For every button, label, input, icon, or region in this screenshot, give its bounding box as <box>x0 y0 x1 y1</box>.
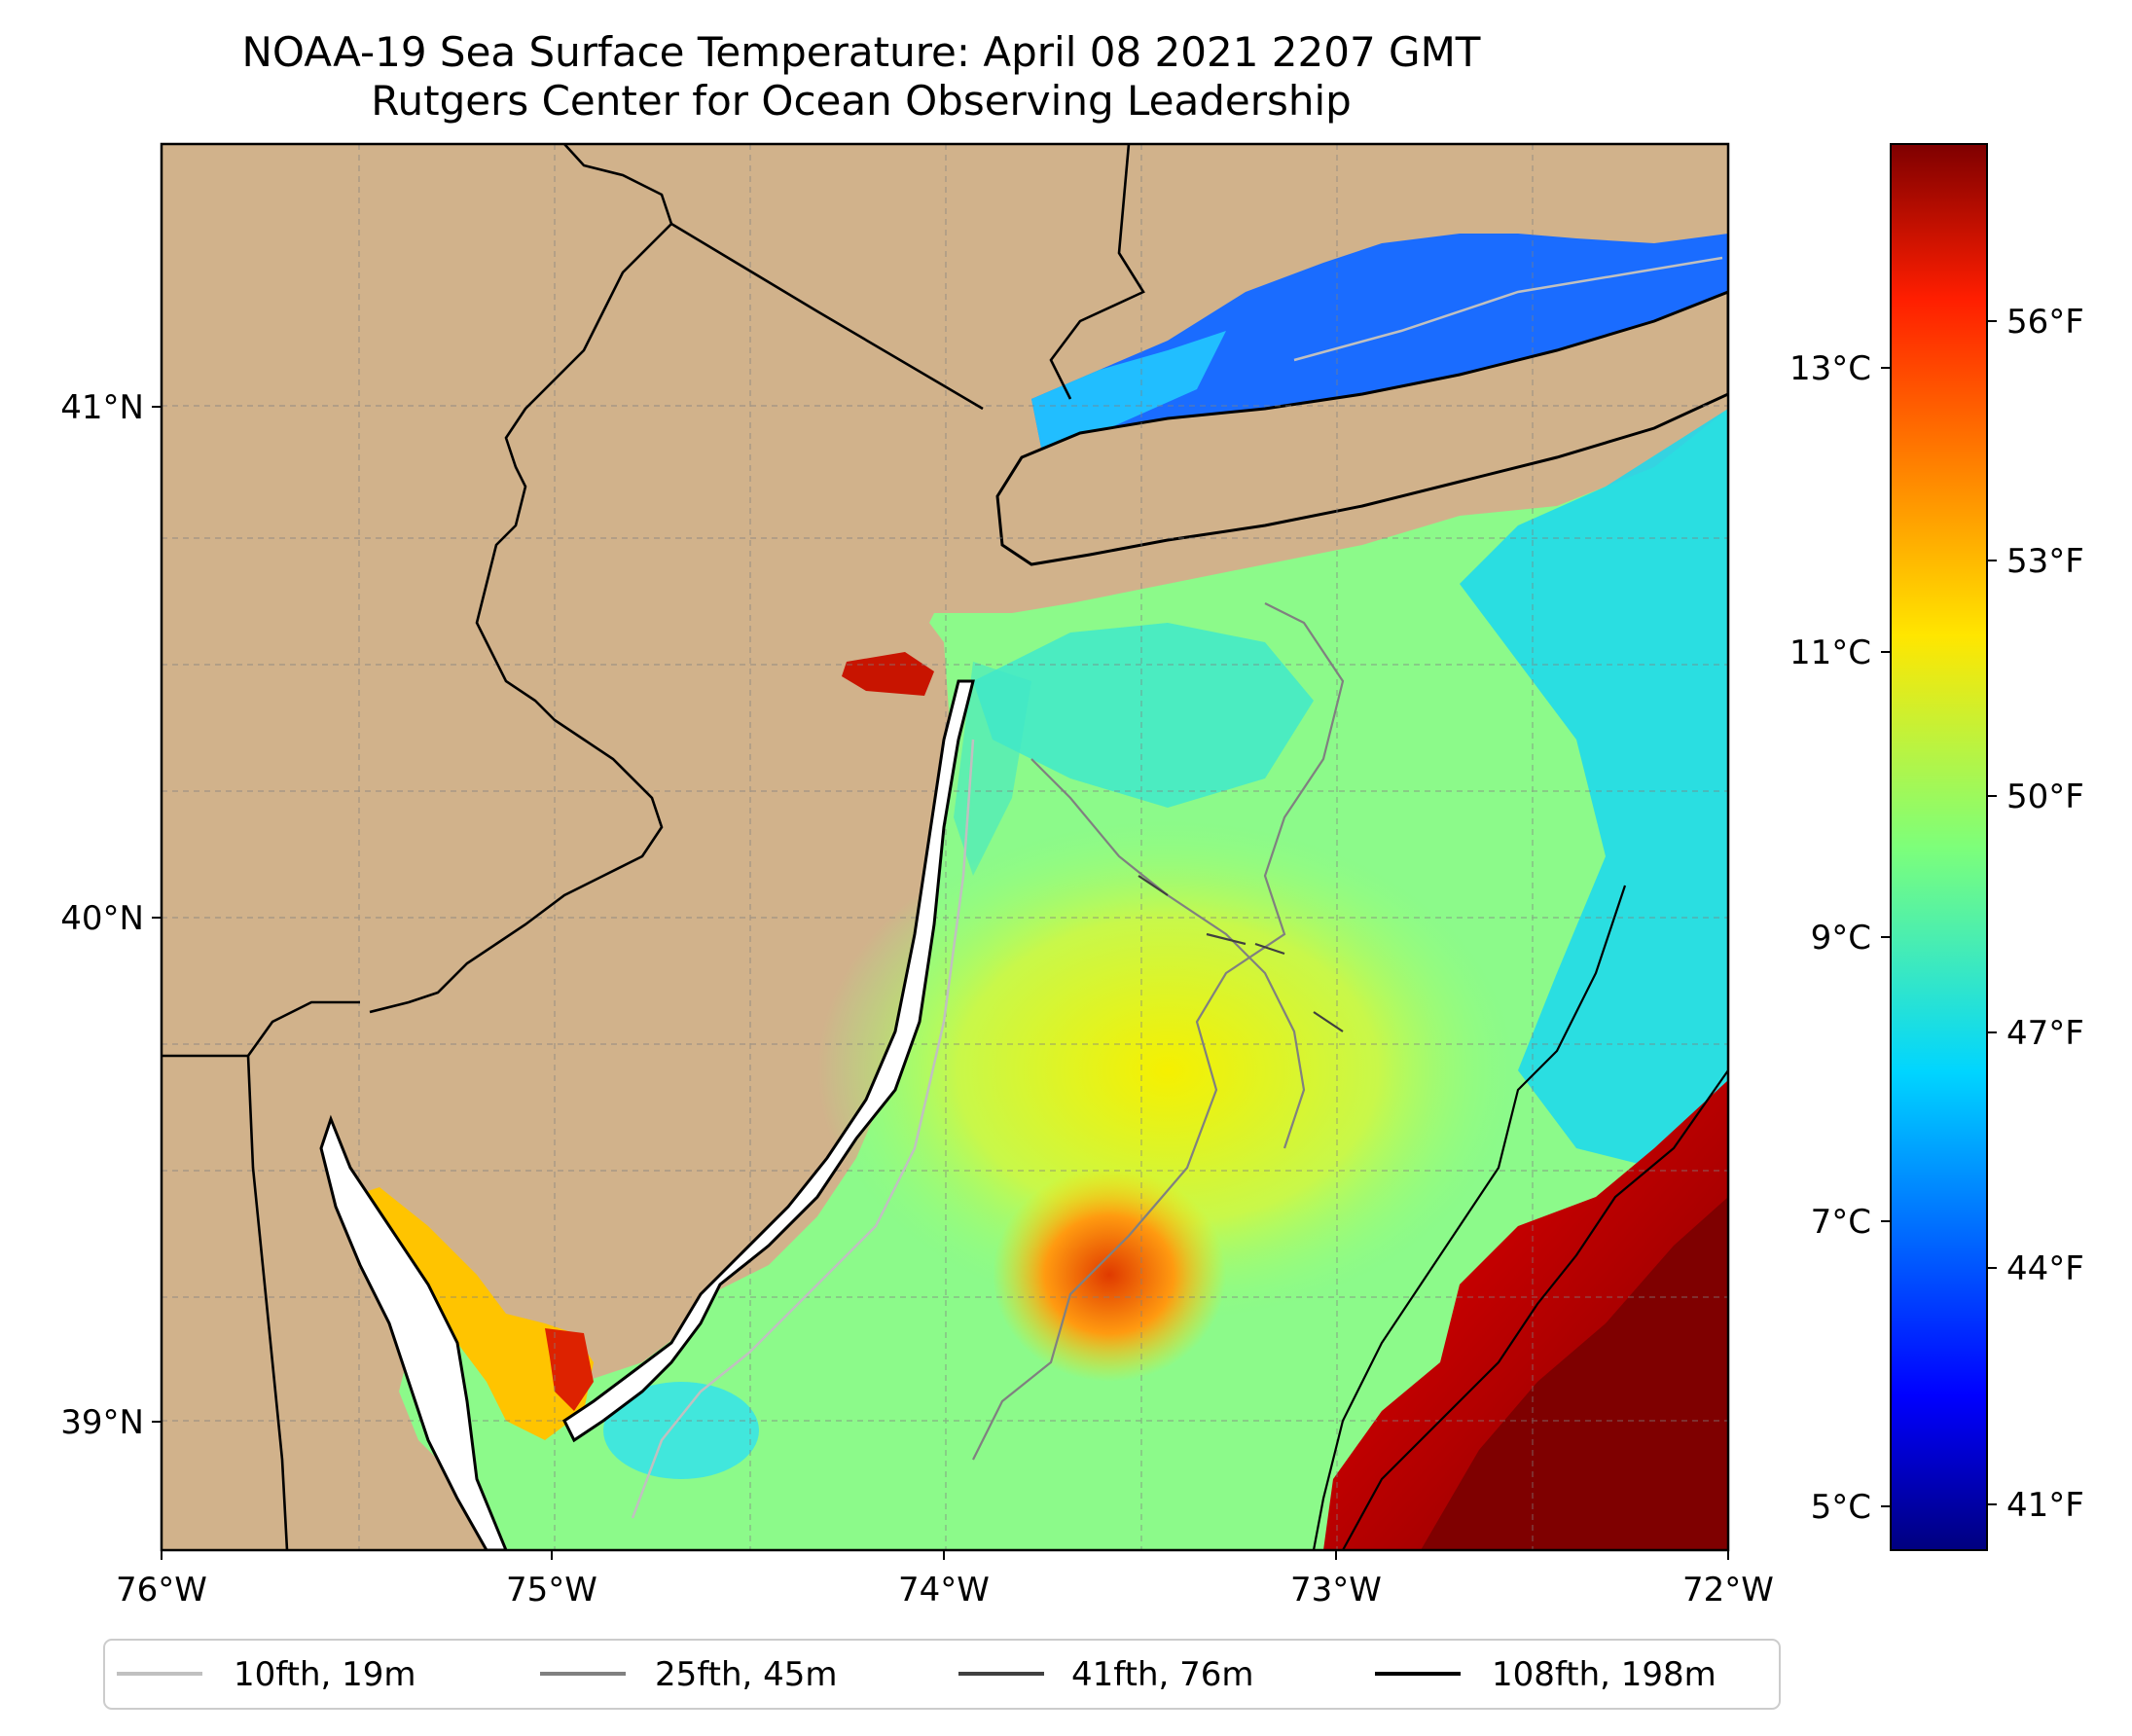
x-tick-label: 73°W <box>1290 1571 1382 1609</box>
x-tick-label: 76°W <box>116 1571 207 1609</box>
colorbar-celsius-label: 13°C <box>1789 349 1871 388</box>
y-tick-label: 40°N <box>60 899 144 938</box>
legend-label: 108fth, 198m <box>1492 1655 1716 1694</box>
legend-label: 10fth, 19m <box>234 1655 416 1694</box>
y-tick-label: 39°N <box>60 1403 144 1442</box>
x-tick-label: 72°W <box>1682 1571 1774 1609</box>
ocean-warm-zone <box>817 817 1518 1323</box>
contour-25fth-line-2 <box>1030 758 1306 1149</box>
coastline-and-borders <box>162 144 1145 1550</box>
contour-108fth-line-2 <box>1342 1069 1728 1550</box>
y-tick-label: 41°N <box>60 388 144 427</box>
contour-41fth-line <box>1138 875 1344 1032</box>
colorbar-fahrenheit-label: 44°F <box>2006 1249 2084 1288</box>
colorbar-celsius-label: 5°C <box>1811 1488 1871 1527</box>
colorbar <box>1890 143 1988 1551</box>
ocean-cool-band <box>1460 409 1728 1168</box>
ocean-warm-eddy <box>993 1168 1226 1382</box>
ocean-cyan-nearshore <box>954 662 1031 876</box>
ocean-cool-pocket <box>603 1382 759 1479</box>
long-island-land <box>995 290 1728 566</box>
map-subtitle: Rutgers Center for Ocean Observing Leade… <box>371 77 1352 125</box>
contour-10fth-line <box>631 739 975 1519</box>
axis-ticks <box>152 406 1729 1560</box>
x-tick-label: 74°W <box>898 1571 990 1609</box>
gulf-stream-dark-core <box>1421 1197 1728 1550</box>
contour-108fth-line <box>1312 885 1627 1550</box>
colorbar-fahrenheit-label: 56°F <box>2006 303 2084 342</box>
x-tick-label: 75°W <box>506 1571 597 1609</box>
nj-coastline <box>562 679 975 1443</box>
legend-label: 41fth, 76m <box>1071 1655 1254 1694</box>
map-title: NOAA-19 Sea Surface Temperature: April 0… <box>241 28 1481 76</box>
delaware-bay-warm-cove <box>545 1328 594 1411</box>
contour-10fth-ls <box>1293 256 1723 362</box>
delaware-river-shore <box>319 1114 508 1550</box>
delaware-bay-sst <box>350 1187 594 1440</box>
colorbar-ticks <box>1881 320 1997 1507</box>
new-york-harbor-warm <box>842 652 934 696</box>
colorbar-fahrenheit-label: 41°F <box>2006 1486 2084 1525</box>
long-island-sound-edge <box>1031 331 1226 448</box>
colorbar-fahrenheit-label: 50°F <box>2006 778 2084 816</box>
contour-25fth-line <box>972 602 1345 1461</box>
ocean-cyan-patch <box>973 623 1314 808</box>
legend-label: 25fth, 45m <box>655 1655 838 1694</box>
colorbar-celsius-label: 7°C <box>1811 1203 1871 1242</box>
colorbar-fahrenheit-label: 53°F <box>2006 542 2084 581</box>
colorbar-celsius-label: 9°C <box>1811 919 1871 958</box>
colorbar-celsius-label: 11°C <box>1789 633 1871 672</box>
colorbar-fahrenheit-label: 47°F <box>2006 1014 2084 1053</box>
map-area <box>162 144 1728 1550</box>
legend-box <box>103 1639 1781 1710</box>
